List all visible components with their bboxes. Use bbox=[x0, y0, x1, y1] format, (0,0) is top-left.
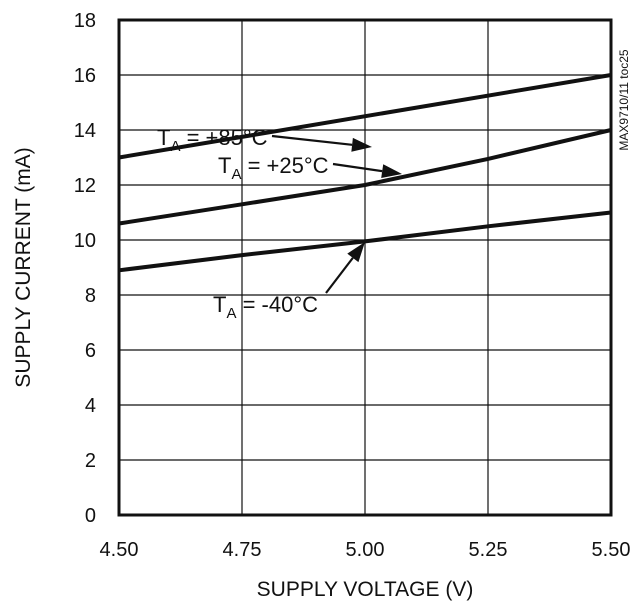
y-tick-label: 10 bbox=[74, 230, 96, 252]
annotation-arrow-head bbox=[347, 242, 365, 263]
x-tick-label: 5.00 bbox=[346, 539, 385, 561]
series-line-2 bbox=[118, 210, 612, 273]
series-line-1 bbox=[118, 128, 612, 226]
annotation-arrow-shaft bbox=[332, 162, 383, 173]
annotation-arrow-head bbox=[351, 137, 372, 152]
x-tick-labels: 4.50 4.75 5.00 5.25 5.50 bbox=[100, 539, 631, 561]
series-label: TA = +25°C bbox=[218, 153, 329, 183]
grid-lines bbox=[119, 20, 611, 515]
y-tick-label: 6 bbox=[85, 340, 96, 362]
y-tick-label: 8 bbox=[85, 285, 96, 307]
y-tick-label: 14 bbox=[74, 120, 96, 142]
y-tick-labels: 0 2 4 6 8 10 12 14 16 18 bbox=[74, 10, 96, 527]
series-annotation-0: TA = +85°C bbox=[157, 125, 372, 155]
annotation-arrow-shaft bbox=[271, 134, 353, 146]
y-tick-label: 12 bbox=[74, 175, 96, 197]
series-annotation-1: TA = +25°C bbox=[218, 153, 402, 183]
y-tick-label: 2 bbox=[85, 450, 96, 472]
x-tick-label: 5.25 bbox=[469, 539, 508, 561]
y-tick-label: 18 bbox=[74, 10, 96, 32]
series-annotation-2: TA = -40°C bbox=[213, 242, 365, 322]
y-axis-label: SUPPLY CURRENT (mA) bbox=[12, 147, 35, 387]
x-axis-label: SUPPLY VOLTAGE (V) bbox=[257, 578, 474, 601]
y-tick-label: 0 bbox=[85, 505, 96, 527]
annotation-arrow-shaft bbox=[325, 257, 354, 294]
series-label: TA = -40°C bbox=[213, 292, 318, 322]
annotation-arrow-head bbox=[381, 164, 402, 179]
series-annotations: TA = +85°CTA = +25°C TA = -40°C bbox=[157, 125, 402, 322]
series-line-0 bbox=[118, 73, 612, 160]
plot-frame bbox=[117, 18, 613, 517]
figure-reference: MAX9710/11 toc25 bbox=[617, 49, 631, 151]
series-label: TA = +85°C bbox=[157, 125, 268, 155]
x-tick-label: 4.75 bbox=[223, 539, 262, 561]
series-lines bbox=[118, 73, 612, 273]
x-tick-label: 5.50 bbox=[592, 539, 631, 561]
x-tick-label: 4.50 bbox=[100, 539, 139, 561]
y-tick-label: 4 bbox=[85, 395, 96, 417]
y-tick-label: 16 bbox=[74, 65, 96, 87]
